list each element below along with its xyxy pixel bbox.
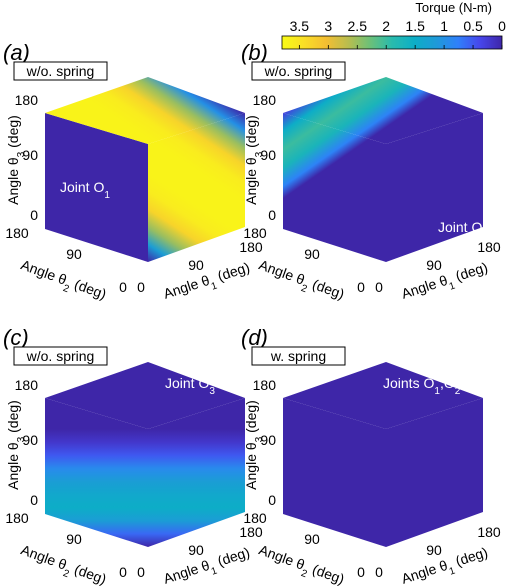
condition-box [251,61,346,81]
theta3-axis-label: Angle θ3 (deg) [243,115,265,205]
theta3-tick-label: 180 [253,377,277,393]
condition-label: w/o. spring [264,63,333,79]
theta3-tick-label: 0 [268,492,276,508]
joint-label: Joint O3 [165,375,215,397]
theta3-tick-label: 0 [268,207,276,223]
colorbar-tick-label: 2.5 [348,18,368,34]
theta1-tick-label: 180 [239,524,263,540]
condition-box [251,346,346,366]
colorbar: Torque (N-m) 3.5 3 2.5 2 1.5 1 0.5 0 [281,0,506,50]
theta1-tick-label: 0 [137,279,145,295]
theta2-axis-label: Angle θ2 (deg) [17,256,109,307]
cube-face-top [283,77,483,144]
cube-face-right [148,398,245,547]
cube-face-left [45,113,148,262]
condition-label: w/o. spring [26,348,95,364]
theta2-tick-label: 90 [66,531,82,547]
colorbar-gradient [281,35,503,50]
theta2-tick-label: 90 [304,246,320,262]
theta2-tick-label: 180 [5,225,29,241]
theta3-tick-label: 90 [260,432,276,448]
theta1-tick-label: 0 [375,279,383,295]
joint-label: Joint O2 [438,219,488,241]
theta2-axis-label: Angle θ2 (deg) [17,541,109,586]
theta1-tick-label: 90 [426,542,442,558]
cube-face-left [45,398,148,547]
theta1-axis-label: Angle θ1 (deg) [399,259,491,307]
theta1-tick-label: 90 [188,542,204,558]
panel-letter: (c) [3,325,29,350]
condition-label: w/o. spring [26,63,95,79]
theta2-tick-label: 0 [357,279,365,295]
joint-label: Joints O1,O2,O3 [383,375,481,397]
theta2-tick-label: 180 [5,510,29,526]
theta1-axis-label: Angle θ1 (deg) [399,544,491,586]
cube-face-top [283,362,483,429]
cube-face-right [386,113,483,262]
theta2-tick-label: 90 [304,531,320,547]
colorbar-tick-label: 1.5 [405,18,425,34]
theta3-axis-label: Angle θ3 (deg) [5,115,27,205]
theta3-axis-label: Angle θ3 (deg) [243,400,265,490]
cube-face-left [283,113,386,262]
cube-face-top [45,77,245,144]
theta3-tick-label: 180 [15,92,39,108]
theta1-tick-label: 90 [426,257,442,273]
theta3-tick-label: 0 [30,492,38,508]
theta2-tick-label: 0 [119,279,127,295]
theta1-tick-label: 0 [137,564,145,580]
theta1-tick-label: 180 [477,524,501,540]
colorbar-tick-label: 3 [324,18,332,34]
theta3-tick-label: 90 [260,147,276,163]
theta3-tick-label: 180 [253,92,277,108]
colorbar-tick-label: 0 [498,18,506,34]
colorbar-title: Torque (N-m) [415,0,492,15]
cube-face-right [148,113,245,262]
theta1-tick-label: 180 [477,239,501,255]
theta3-axis-label: Angle θ3 (deg) [5,400,27,490]
colorbar-ticks: 3.5 3 2.5 2 1.5 1 0.5 0 [290,18,506,49]
panel-letter: (d) [241,325,268,350]
theta3-tick-label: 180 [15,377,39,393]
theta1-axis-label: Angle θ1 (deg) [161,259,253,307]
theta1-tick-label: 180 [239,239,263,255]
theta2-axis-label: Angle θ2 (deg) [255,256,347,307]
theta1-tick-label: 0 [375,564,383,580]
theta2-tick-label: 0 [119,564,127,580]
theta2-tick-label: 180 [243,225,267,241]
panel-letter: (a) [3,40,30,65]
colorbar-tick-label: 3.5 [290,18,310,34]
colorbar-tick-label: 1 [440,18,448,34]
theta2-tick-label: 180 [243,510,267,526]
panel-letter: (b) [241,40,268,65]
theta3-tick-label: 90 [22,432,38,448]
colorbar-tick-label: 0.5 [463,18,483,34]
theta2-tick-label: 90 [66,246,82,262]
theta1-axis-label: Angle θ1 (deg) [161,544,253,586]
cube-face-right [386,398,483,547]
cube-face-top [45,362,245,429]
colorbar-tick-label: 2 [382,18,390,34]
cube-face-left [283,398,386,547]
condition-label: w. spring [270,348,326,364]
condition-box [13,61,108,81]
condition-box [13,346,108,366]
theta2-tick-label: 0 [357,564,365,580]
joint-label: Joint O1 [60,179,110,201]
theta3-tick-label: 0 [30,207,38,223]
theta1-tick-label: 90 [188,257,204,273]
theta3-tick-label: 90 [22,147,38,163]
theta2-axis-label: Angle θ2 (deg) [255,541,347,586]
